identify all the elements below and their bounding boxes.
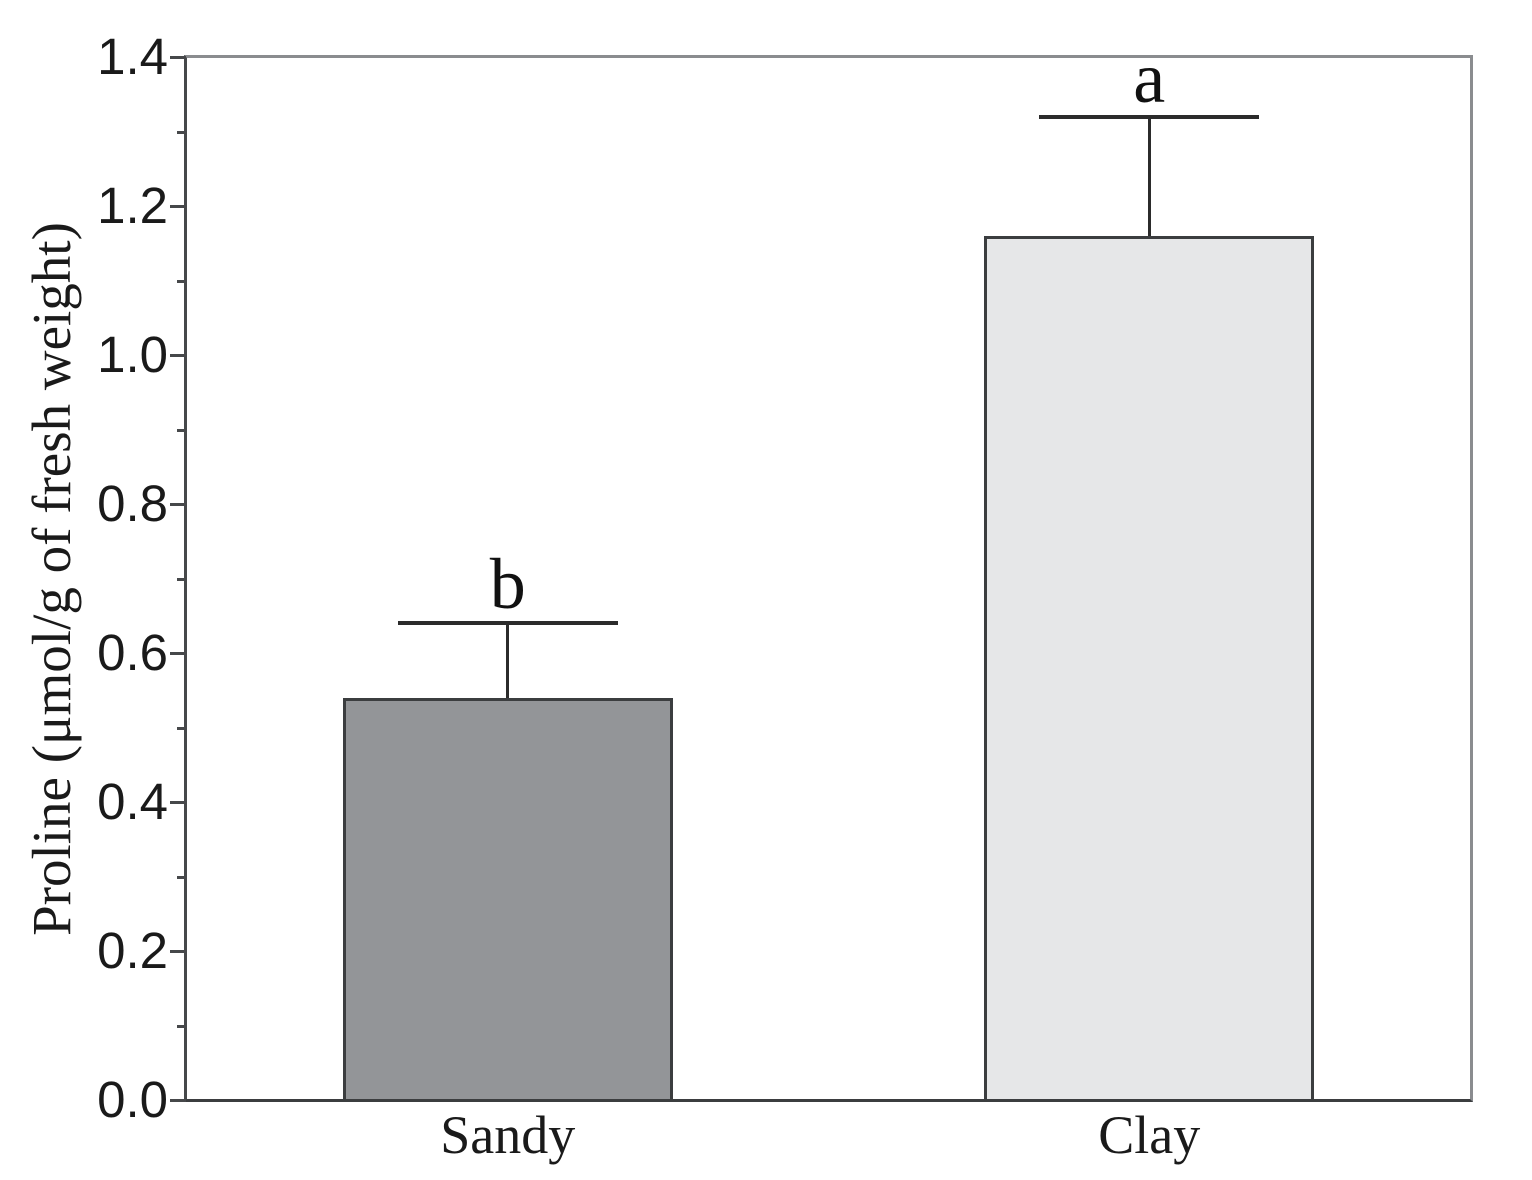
y-minor-tick: [177, 1024, 186, 1028]
bar-clay: [984, 235, 1315, 1102]
y-tick-label: 1.2: [97, 177, 168, 234]
y-minor-tick: [177, 875, 186, 879]
bar-sandy: [342, 697, 673, 1102]
error-bar-cap-clay: [1039, 114, 1260, 119]
y-tick-label: 1.4: [97, 28, 168, 85]
y-major-tick: [170, 56, 186, 59]
y-minor-tick: [177, 130, 186, 134]
y-tick-label: 0.0: [97, 1071, 168, 1128]
x-tick-label-sandy: Sandy: [440, 1105, 576, 1165]
y-major-tick: [170, 950, 186, 953]
y-tick-label: 0.6: [97, 624, 168, 681]
y-tick-label: 0.4: [97, 773, 168, 830]
y-tick-label: 0.2: [97, 922, 168, 979]
y-major-tick: [170, 801, 186, 804]
y-axis-title: Proline (μmol/g of fresh weight): [21, 222, 82, 936]
x-tick-label-clay: Clay: [1098, 1105, 1201, 1165]
y-major-tick: [170, 354, 186, 357]
y-minor-tick: [177, 428, 186, 432]
y-major-tick: [170, 503, 186, 506]
y-major-tick: [170, 1099, 186, 1102]
error-bar-cap-sandy: [397, 621, 618, 626]
significance-letter-sandy: b: [489, 544, 526, 625]
y-major-tick: [170, 652, 186, 655]
y-tick-label: 1.0: [97, 326, 168, 383]
y-minor-tick: [177, 577, 186, 581]
y-major-tick: [170, 205, 186, 208]
significance-letter-clay: a: [1133, 37, 1166, 118]
y-minor-tick: [177, 726, 186, 730]
error-bar-clay: [1147, 116, 1151, 236]
error-bar-sandy: [506, 623, 510, 698]
y-tick-label: 0.8: [97, 475, 168, 532]
y-minor-tick: [177, 279, 186, 283]
